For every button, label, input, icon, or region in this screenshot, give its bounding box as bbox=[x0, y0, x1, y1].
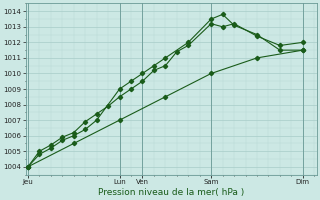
X-axis label: Pression niveau de la mer( hPa ): Pression niveau de la mer( hPa ) bbox=[98, 188, 244, 197]
